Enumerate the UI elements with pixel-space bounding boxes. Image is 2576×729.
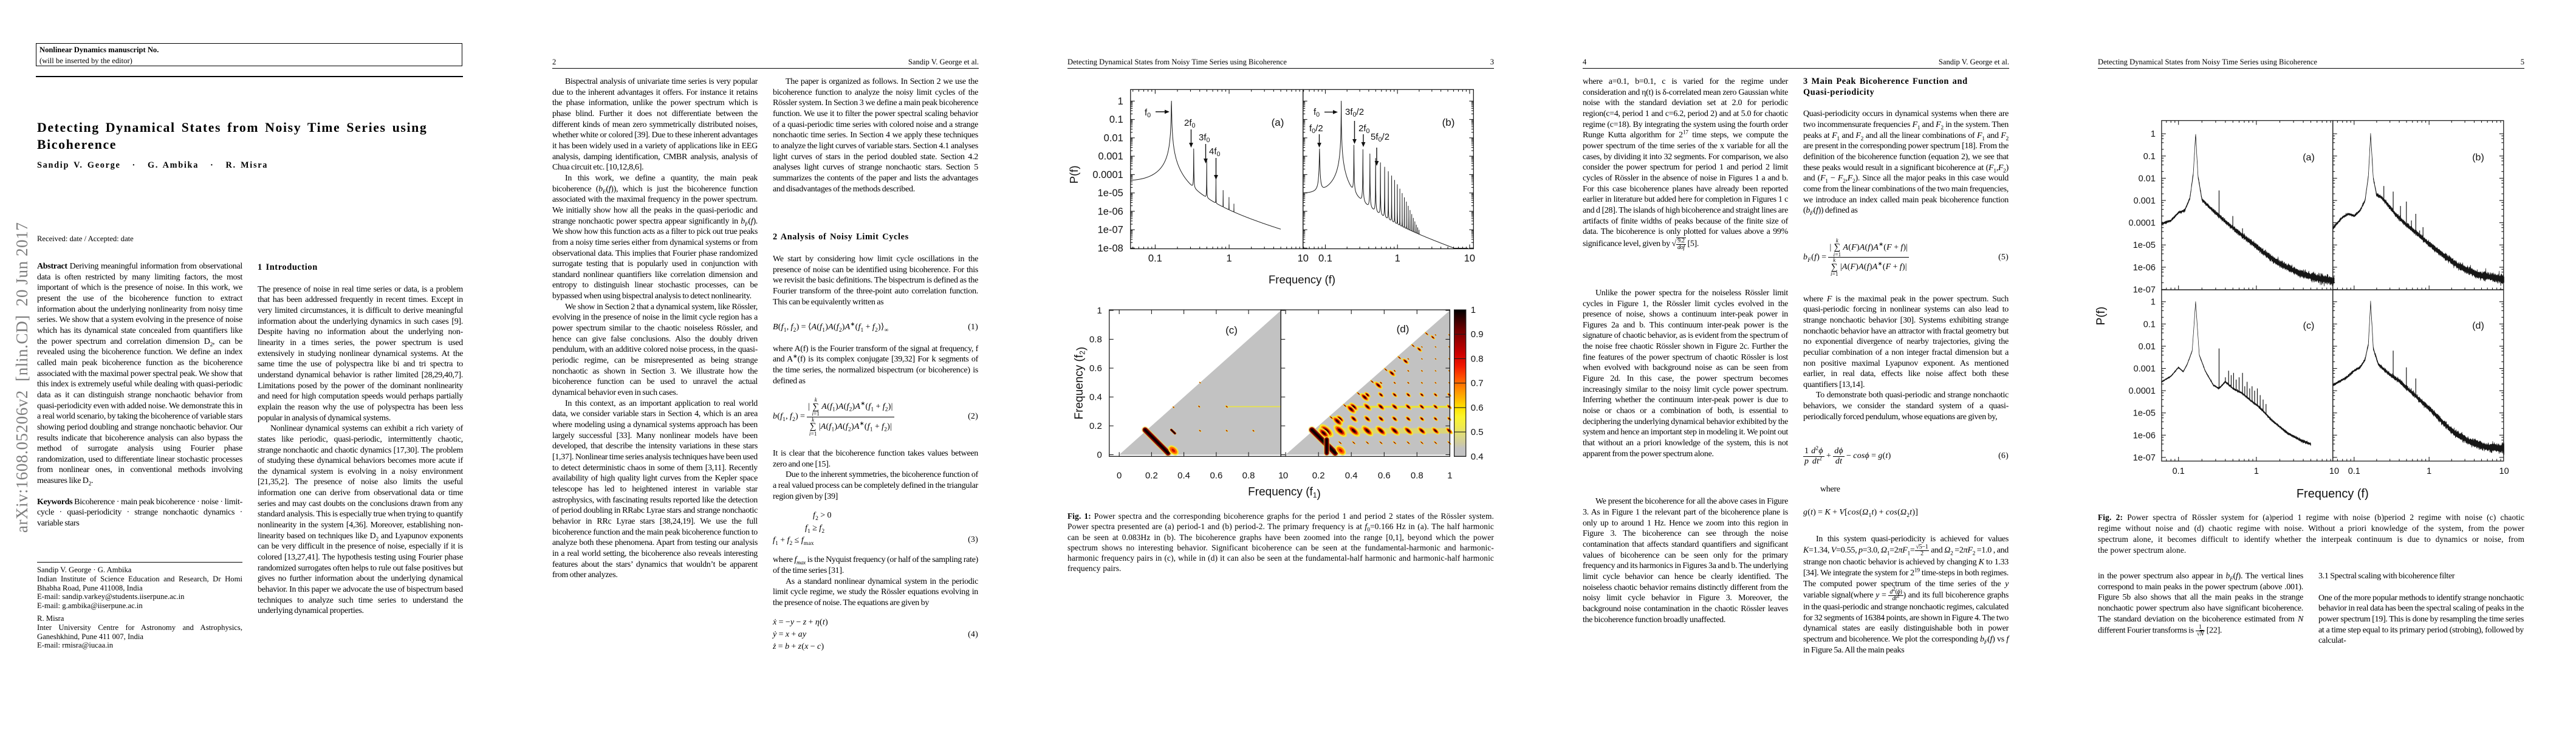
svg-text:1e-07: 1e-07 xyxy=(2133,285,2156,295)
svg-text:0.9: 0.9 xyxy=(1471,329,1484,340)
svg-text:0.1: 0.1 xyxy=(1109,114,1123,125)
svg-text:0.0001: 0.0001 xyxy=(1092,169,1123,180)
svg-text:0.7: 0.7 xyxy=(1471,378,1484,389)
svg-text:0.6: 0.6 xyxy=(1471,403,1484,413)
svg-text:Frequency (f2): Frequency (f2) xyxy=(1073,347,1088,420)
svg-text:1e-07: 1e-07 xyxy=(2133,453,2156,463)
svg-text:5f0/2: 5f0/2 xyxy=(1371,132,1389,143)
svg-text:1: 1 xyxy=(1447,470,1452,481)
svg-text:0.8: 0.8 xyxy=(1471,354,1484,364)
svg-text:1e-05: 1e-05 xyxy=(2133,409,2156,419)
svg-text:10: 10 xyxy=(1464,253,1475,264)
svg-text:0: 0 xyxy=(1097,450,1101,460)
svg-text:0.4: 0.4 xyxy=(1089,392,1102,403)
svg-text:(c): (c) xyxy=(2303,321,2315,331)
svg-text:0.8: 0.8 xyxy=(1242,470,1255,481)
svg-text:0.5: 0.5 xyxy=(1471,427,1484,437)
svg-text:(d): (d) xyxy=(1397,323,1410,335)
svg-text:Frequency (f): Frequency (f) xyxy=(1269,273,1335,286)
svg-text:1: 1 xyxy=(2151,298,2156,307)
svg-text:1: 1 xyxy=(1278,470,1283,481)
svg-text:0.8: 0.8 xyxy=(1089,335,1102,345)
svg-text:f0/2: f0/2 xyxy=(1309,123,1323,135)
svg-text:1e-06: 1e-06 xyxy=(2133,431,2156,440)
svg-text:(b): (b) xyxy=(1442,117,1455,128)
svg-text:P(f): P(f) xyxy=(1067,165,1080,183)
svg-text:0.1: 0.1 xyxy=(2143,152,2156,162)
svg-text:0.2: 0.2 xyxy=(1145,470,1158,481)
svg-text:10: 10 xyxy=(2499,467,2509,476)
svg-text:Frequency (f): Frequency (f) xyxy=(2297,487,2369,501)
svg-text:0.4: 0.4 xyxy=(1177,470,1190,481)
svg-text:0.1: 0.1 xyxy=(2348,467,2360,476)
svg-text:P(f): P(f) xyxy=(2095,307,2108,326)
svg-text:2f0: 2f0 xyxy=(1184,118,1196,129)
svg-text:0.6: 0.6 xyxy=(1089,363,1102,374)
svg-text:0.6: 0.6 xyxy=(1378,470,1391,481)
svg-text:0.8: 0.8 xyxy=(1411,470,1423,481)
svg-text:1: 1 xyxy=(1097,306,1101,316)
svg-text:Frequency (f1): Frequency (f1) xyxy=(1248,485,1321,501)
svg-text:1e-06: 1e-06 xyxy=(1098,206,1123,217)
svg-text:1: 1 xyxy=(1471,305,1476,315)
svg-text:0.2: 0.2 xyxy=(1312,470,1325,481)
svg-text:0.1: 0.1 xyxy=(1318,253,1332,264)
svg-text:0.0001: 0.0001 xyxy=(2129,386,2156,396)
svg-text:0.2: 0.2 xyxy=(1089,421,1102,431)
svg-text:1: 1 xyxy=(1395,253,1400,264)
svg-text:0.01: 0.01 xyxy=(2139,174,2156,183)
svg-text:0: 0 xyxy=(1283,470,1288,481)
svg-text:(a): (a) xyxy=(1272,117,1284,128)
svg-text:3f0: 3f0 xyxy=(1199,132,1210,144)
svg-text:(d): (d) xyxy=(2472,321,2484,331)
svg-text:0.001: 0.001 xyxy=(2134,364,2156,374)
svg-text:f0: f0 xyxy=(1145,108,1151,119)
svg-text:0.01: 0.01 xyxy=(1104,132,1123,143)
svg-text:1: 1 xyxy=(2427,467,2431,476)
svg-text:f0: f0 xyxy=(1314,107,1320,118)
svg-text:0.6: 0.6 xyxy=(1210,470,1222,481)
svg-text:0.4: 0.4 xyxy=(1471,451,1484,462)
svg-text:4f0: 4f0 xyxy=(1209,146,1221,158)
svg-text:(c): (c) xyxy=(1225,324,1238,336)
svg-text:0.001: 0.001 xyxy=(1098,151,1123,162)
svg-text:1: 1 xyxy=(1227,253,1232,264)
svg-text:0.001: 0.001 xyxy=(2134,196,2156,206)
svg-text:1e-05: 1e-05 xyxy=(2133,241,2156,250)
svg-text:1e-08: 1e-08 xyxy=(1098,243,1123,254)
svg-text:0.01: 0.01 xyxy=(2139,342,2156,352)
svg-text:1e-05: 1e-05 xyxy=(1098,188,1123,199)
svg-text:0.1: 0.1 xyxy=(2143,320,2156,329)
svg-text:1: 1 xyxy=(2254,467,2259,476)
svg-text:0.0001: 0.0001 xyxy=(2129,219,2156,228)
svg-text:1: 1 xyxy=(2151,129,2156,139)
svg-text:1e-07: 1e-07 xyxy=(1098,225,1123,236)
svg-text:(b): (b) xyxy=(2472,152,2484,163)
svg-text:0.4: 0.4 xyxy=(1345,470,1358,481)
svg-text:10: 10 xyxy=(2329,467,2339,476)
svg-text:1e-06: 1e-06 xyxy=(2133,263,2156,273)
svg-text:10: 10 xyxy=(1298,253,1309,264)
svg-text:0.1: 0.1 xyxy=(2173,467,2185,476)
svg-text:(a): (a) xyxy=(2303,152,2315,163)
svg-text:1: 1 xyxy=(1118,96,1123,107)
svg-text:0.1: 0.1 xyxy=(1148,253,1162,264)
svg-text:3f0/2: 3f0/2 xyxy=(1345,107,1364,118)
svg-text:2f0: 2f0 xyxy=(1358,123,1370,135)
svg-text:0: 0 xyxy=(1117,470,1122,481)
